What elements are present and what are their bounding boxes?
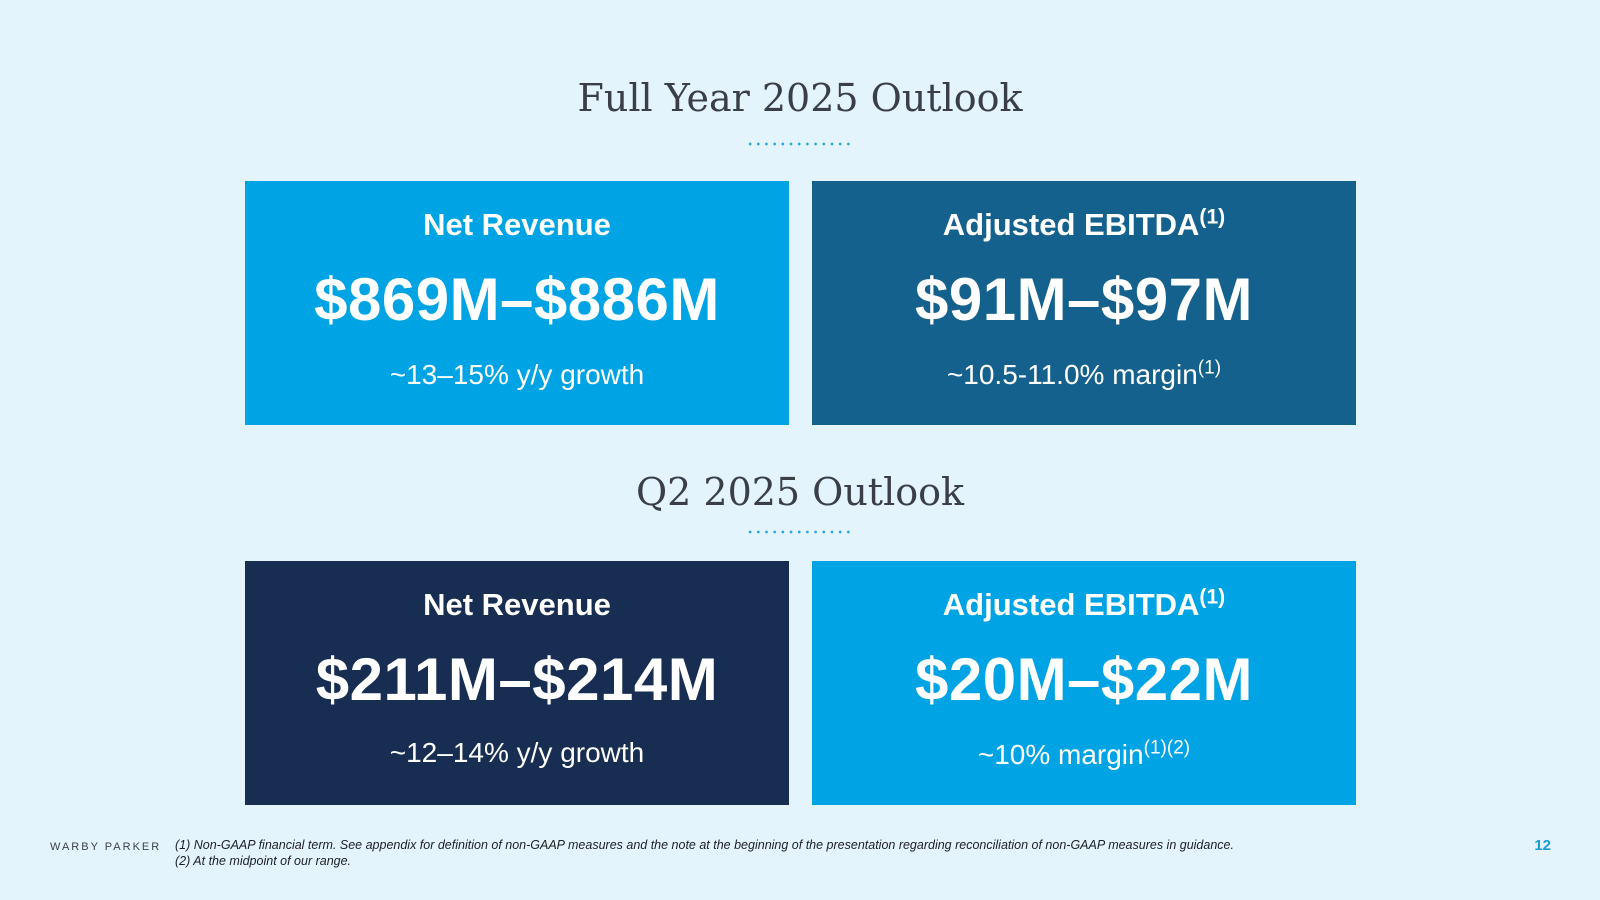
q2-title: Q2 2025 Outlook	[635, 470, 965, 514]
full-year-ebitda-label-footnote: (1)	[1199, 205, 1226, 229]
q2-ebitda-label-footnote: (1)	[1199, 585, 1226, 609]
q2-revenue-card: Net Revenue $211M–$214M ~12–14% y/y grow…	[245, 561, 789, 805]
full-year-revenue-label: Net Revenue	[423, 207, 611, 242]
q2-dot-divider	[746, 530, 854, 534]
q2-ebitda-label: Adjusted EBITDA	[942, 587, 1200, 622]
q2-ebitda-margin-wrap: ~10% margin(1)(2)	[812, 739, 1356, 771]
full-year-dot-divider	[746, 142, 854, 146]
full-year-title: Full Year 2025 Outlook	[577, 76, 1023, 120]
q2-revenue-growth: ~12–14% y/y growth	[389, 737, 645, 768]
full-year-ebitda-margin: ~10.5-11.0% margin	[946, 359, 1198, 390]
footnotes: (1) Non-GAAP financial term. See appendi…	[175, 837, 1234, 869]
warby-parker-logo: WARBY PARKER	[50, 841, 162, 853]
full-year-ebitda-card: Adjusted EBITDA(1) $91M–$97M ~10.5-11.0%…	[812, 181, 1356, 425]
q2-ebitda-margin: ~10% margin	[977, 739, 1144, 770]
full-year-ebitda-margin-wrap: ~10.5-11.0% margin(1)	[812, 359, 1356, 391]
full-year-revenue-value: $869M–$886M	[314, 266, 720, 333]
footnote-2: (2) At the midpoint of our range.	[175, 854, 352, 868]
q2-ebitda-margin-footnote: (1)(2)	[1143, 737, 1191, 759]
full-year-ebitda-label-wrap: Adjusted EBITDA(1)	[812, 205, 1356, 243]
full-year-revenue-growth: ~13–15% y/y growth	[389, 359, 645, 390]
page-number: 12	[1534, 837, 1551, 854]
full-year-revenue-card: Net Revenue $869M–$886M ~13–15% y/y grow…	[245, 181, 789, 425]
q2-revenue-label: Net Revenue	[423, 587, 611, 622]
q2-ebitda-label-wrap: Adjusted EBITDA(1)	[812, 585, 1356, 623]
full-year-ebitda-value: $91M–$97M	[914, 266, 1254, 333]
footnote-1: (1) Non-GAAP financial term. See appendi…	[175, 838, 1234, 852]
q2-ebitda-card: Adjusted EBITDA(1) $20M–$22M ~10% margin…	[812, 561, 1356, 805]
q2-revenue-value: $211M–$214M	[315, 646, 719, 713]
full-year-ebitda-label: Adjusted EBITDA	[942, 207, 1200, 242]
q2-ebitda-value: $20M–$22M	[914, 646, 1254, 713]
full-year-ebitda-margin-footnote: (1)	[1197, 357, 1222, 379]
